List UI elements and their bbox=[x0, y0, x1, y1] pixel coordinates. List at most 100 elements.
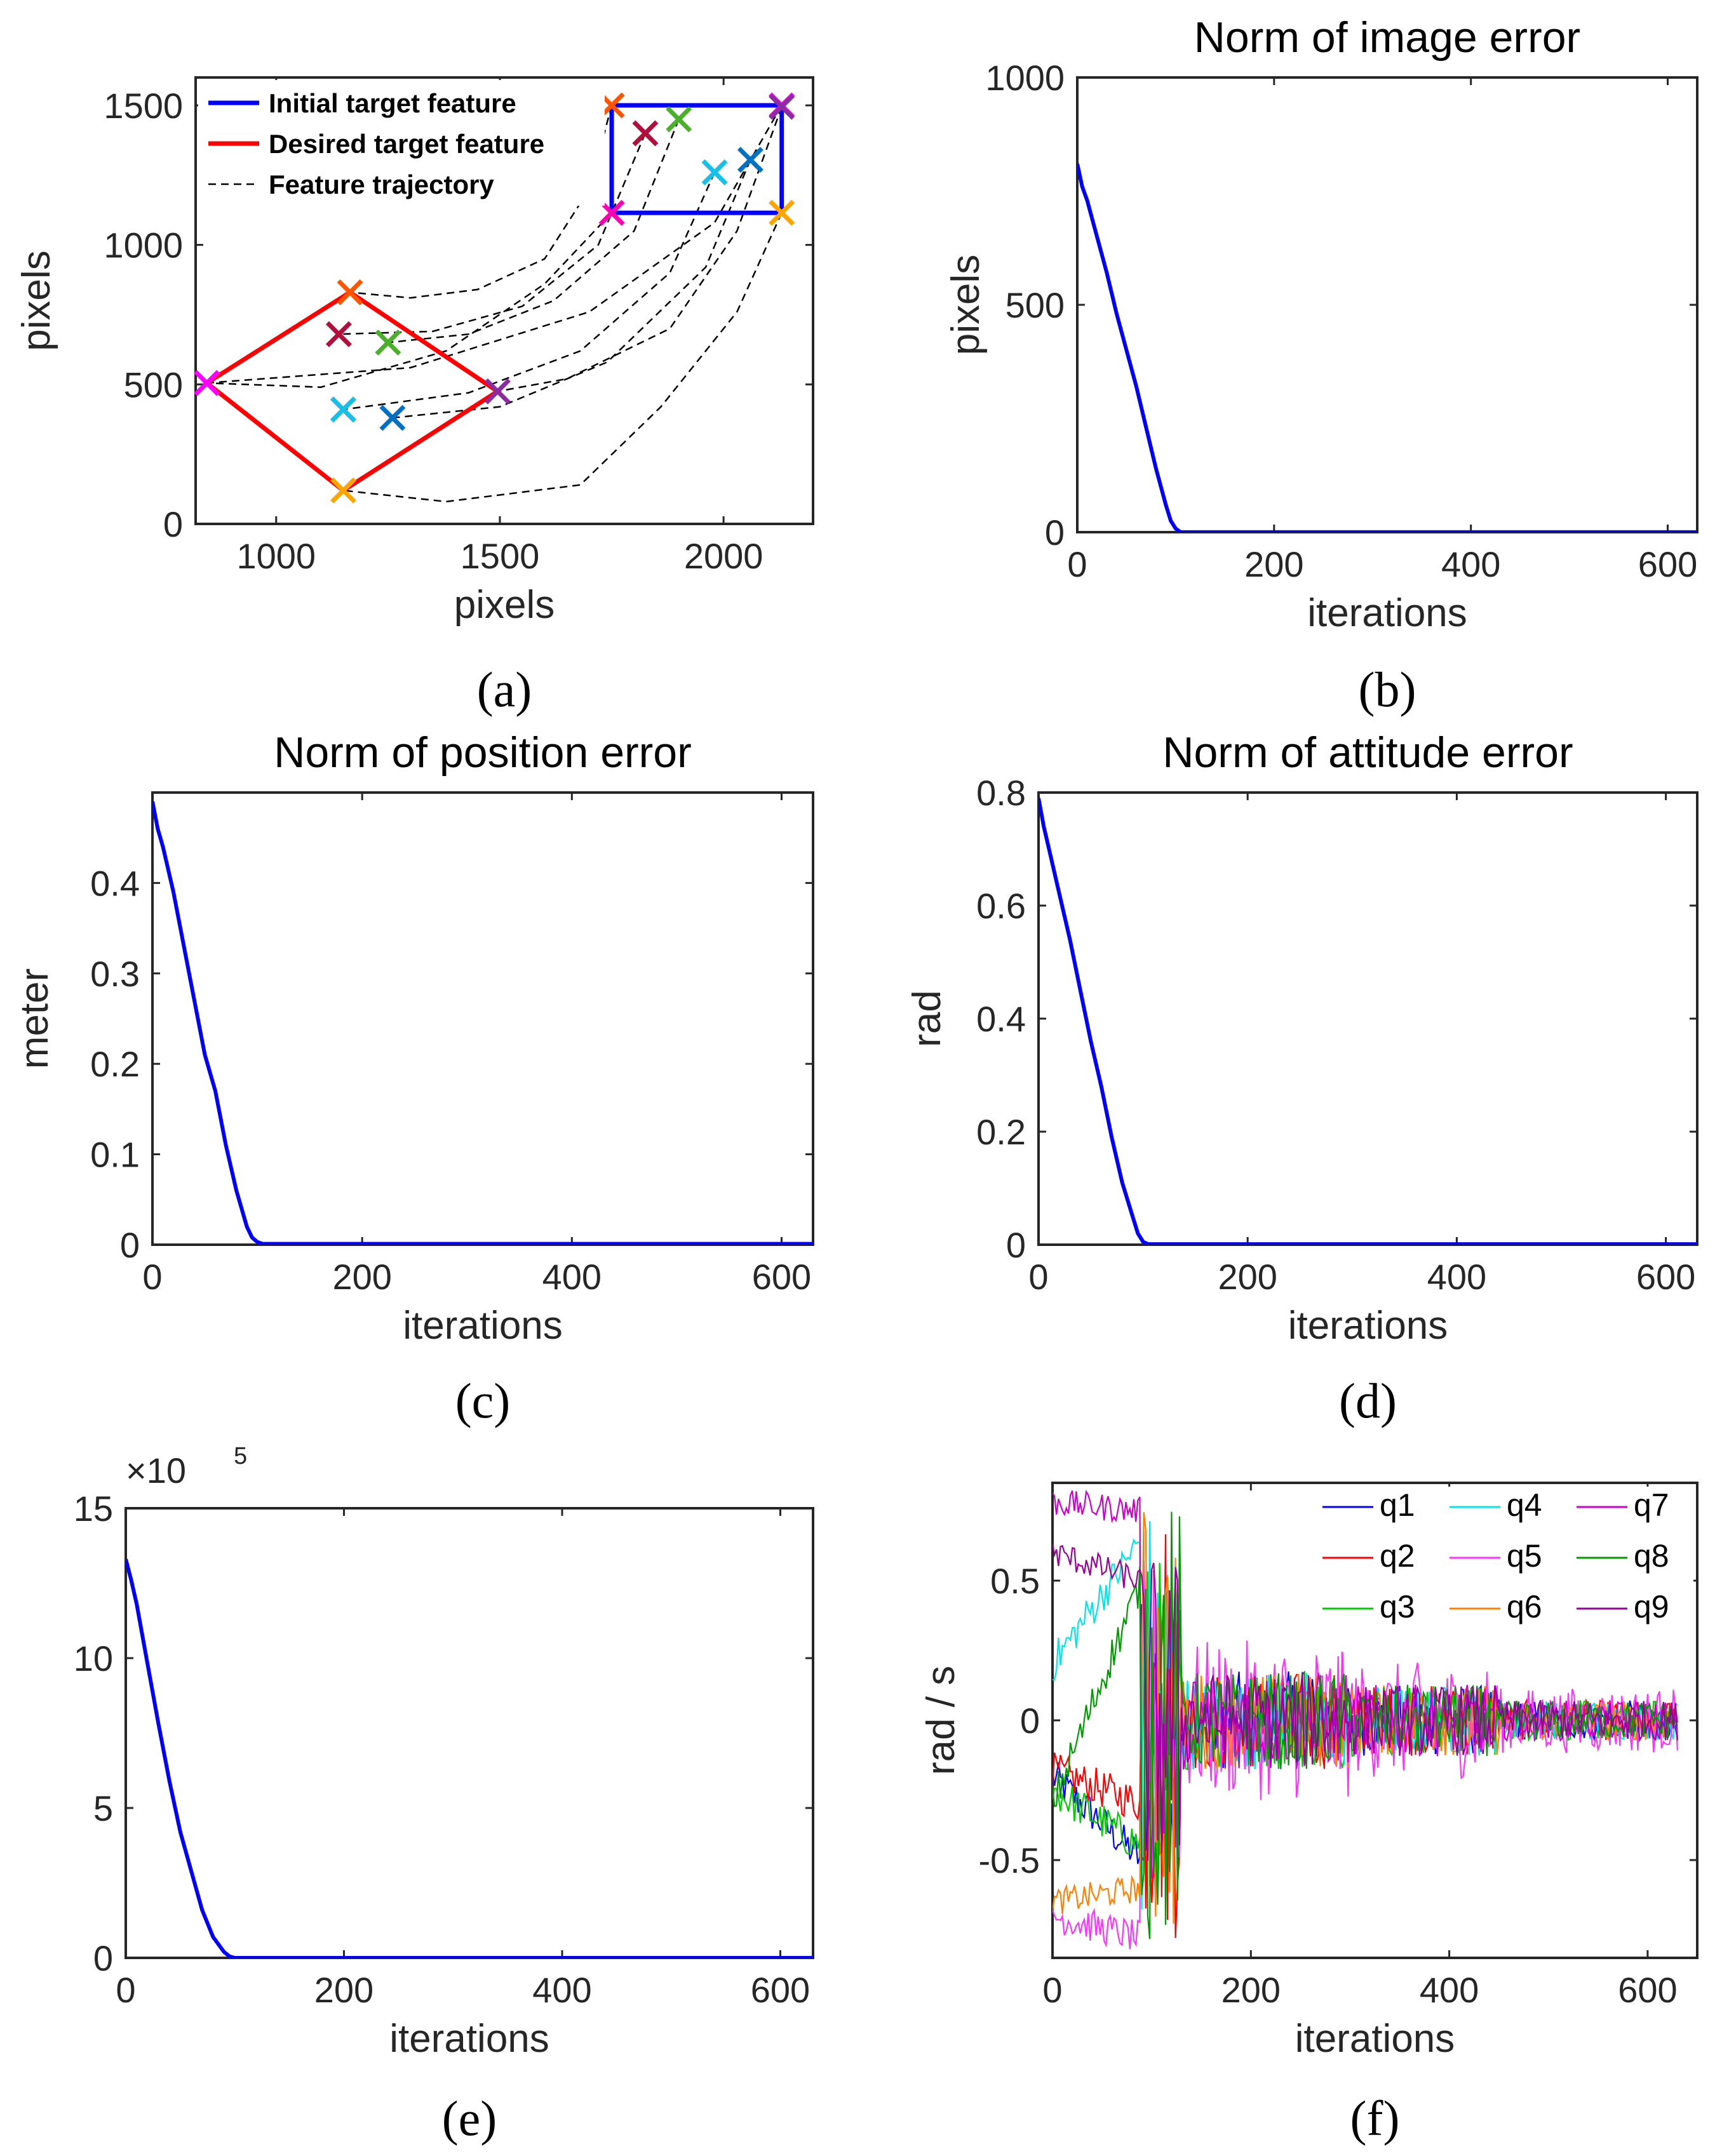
feature-end-marker bbox=[337, 279, 363, 305]
plot-frame bbox=[1037, 791, 1698, 1246]
feature-trajectory bbox=[392, 159, 751, 419]
y-tick-label: 0 bbox=[1020, 1701, 1040, 1741]
legend-label: q7 bbox=[1634, 1487, 1669, 1523]
feature-end-marker bbox=[325, 321, 352, 347]
x-tick-label: 200 bbox=[1244, 544, 1303, 584]
y-tick-label: 1000 bbox=[104, 225, 183, 265]
y-tick-label: 0.2 bbox=[976, 1112, 1026, 1152]
panel-caption: (c) bbox=[455, 1373, 511, 1428]
legend-label: q4 bbox=[1507, 1487, 1542, 1523]
feature-trajectory bbox=[343, 171, 716, 411]
x-tick-label: 1000 bbox=[236, 536, 316, 576]
x-tick-label: 200 bbox=[1218, 1257, 1277, 1297]
x-tick-label: 400 bbox=[542, 1257, 602, 1297]
legend-box bbox=[198, 80, 605, 206]
legend-label: Initial target feature bbox=[269, 88, 516, 118]
y-axis-label: rad bbox=[905, 990, 949, 1047]
x-tick-label: 400 bbox=[1427, 1257, 1486, 1297]
y-tick-label: 0 bbox=[163, 504, 183, 544]
x-tick-label: 200 bbox=[314, 1970, 373, 2010]
series-group bbox=[1053, 1489, 1678, 1950]
y-axis-label: pixels bbox=[15, 250, 58, 351]
chart-title: Norm of position error bbox=[274, 728, 692, 777]
chart-title: Norm of image error bbox=[1194, 13, 1580, 62]
legend-label: q5 bbox=[1507, 1538, 1542, 1574]
x-tick-label: 600 bbox=[1618, 1970, 1677, 2010]
y-tick-label: 1000 bbox=[985, 58, 1065, 98]
legend-label: Feature trajectory bbox=[269, 170, 494, 199]
feature-trajectory bbox=[206, 105, 783, 384]
x-tick-label: 2000 bbox=[684, 536, 763, 576]
x-tick-label: 200 bbox=[1221, 1970, 1281, 2010]
feature-trajectory bbox=[497, 106, 783, 392]
x-axis-label: iterations bbox=[1295, 2017, 1455, 2061]
plot-frame bbox=[151, 791, 814, 1246]
feature-end-marker bbox=[194, 370, 220, 396]
panel-c: 0 200 400 600 0 0.1 0.2 0.3 0.4 iterations meter No… bbox=[13, 728, 814, 1428]
y-tick-label: 0 bbox=[93, 1938, 113, 1978]
feature-end-marker bbox=[375, 329, 401, 356]
feature-start-marker bbox=[666, 106, 692, 133]
feature-start-marker bbox=[737, 147, 763, 173]
y-tick-label: 5 bbox=[93, 1788, 113, 1828]
x-tick-label: 600 bbox=[751, 1970, 810, 2010]
feature-end-marker bbox=[484, 378, 511, 405]
y-tick-label: 500 bbox=[124, 365, 183, 405]
legend-label: q3 bbox=[1380, 1589, 1415, 1624]
x-tick-label: 200 bbox=[332, 1257, 391, 1297]
y-tick-label: 0.4 bbox=[976, 999, 1026, 1039]
x-tick-label: 400 bbox=[532, 1970, 591, 2010]
x-tick-label: 600 bbox=[752, 1257, 811, 1297]
y-tick-label: 0 bbox=[120, 1225, 140, 1265]
y-tick-label: 0.5 bbox=[990, 1561, 1040, 1601]
feature-start-marker bbox=[769, 93, 795, 120]
panel-b: 0 200 400 600 0 500 1000 iterations pixels Norm o… bbox=[944, 13, 1698, 717]
feature-start-marker bbox=[769, 199, 795, 226]
y-tick-label: 0.6 bbox=[976, 886, 1026, 926]
y-tick-label: 0 bbox=[1006, 1225, 1026, 1265]
feature-trajectory bbox=[349, 105, 613, 299]
y-axis-label: meter bbox=[13, 968, 57, 1069]
legend: q1 q2 q3 q4 q5 q6 q7 q8 q9 bbox=[1316, 1487, 1693, 1652]
feature-end-marker bbox=[330, 477, 356, 504]
x-axis-label: pixels bbox=[454, 583, 555, 627]
legend-label: q6 bbox=[1507, 1589, 1542, 1624]
panel-caption: (a) bbox=[477, 662, 532, 717]
chart-title: Norm of attitude error bbox=[1162, 728, 1573, 777]
y-tick-label: 0 bbox=[1045, 512, 1065, 552]
y-tick-label: 0.3 bbox=[90, 954, 140, 994]
legend-label: q8 bbox=[1634, 1538, 1669, 1574]
panel-d: 0 200 400 600 0 0.2 0.4 0.6 0.8 iterations rad Norm… bbox=[905, 728, 1698, 1428]
y-tick-label: 10 bbox=[74, 1638, 113, 1678]
y-tick-label: 15 bbox=[74, 1489, 113, 1529]
series-line bbox=[126, 1558, 813, 1958]
plot-frame bbox=[124, 1507, 814, 1959]
legend-label: Desired target feature bbox=[269, 129, 544, 159]
panel-caption: (b) bbox=[1359, 662, 1416, 717]
x-axis-label: iterations bbox=[389, 2017, 549, 2061]
feature-trajectory bbox=[343, 212, 783, 503]
y-tick-label: 0.2 bbox=[90, 1044, 140, 1084]
exponent-power: 5 bbox=[234, 1443, 247, 1470]
legend-box bbox=[1316, 1487, 1693, 1652]
series-line bbox=[1039, 798, 1697, 1245]
x-axis-label: iterations bbox=[403, 1304, 563, 1348]
panel-e: 0 200 400 600 0 5 10 15 iterations (e) ×10 5 bbox=[74, 1443, 814, 2146]
feature-start-marker bbox=[701, 159, 728, 185]
legend-label: q2 bbox=[1380, 1538, 1415, 1574]
panel-a: 1000 1500 2000 0 500 1000 1500 pixels pixels (a) I… bbox=[15, 76, 814, 717]
series-line-q9 bbox=[1053, 1543, 1678, 1861]
feature-start-marker bbox=[598, 199, 625, 226]
y-axis-label: pixels bbox=[944, 255, 988, 356]
panel-caption: (e) bbox=[442, 2091, 497, 2146]
feature-end-marker bbox=[379, 405, 406, 431]
y-tick-label: 1500 bbox=[104, 86, 183, 126]
y-tick-label: -0.5 bbox=[979, 1840, 1040, 1880]
x-tick-label: 0 bbox=[116, 1970, 135, 2010]
panel-caption: (d) bbox=[1339, 1373, 1397, 1428]
legend-label: q9 bbox=[1634, 1589, 1669, 1624]
series-line bbox=[1077, 163, 1697, 532]
feature-trajectory bbox=[387, 119, 680, 344]
x-tick-label: 400 bbox=[1420, 1970, 1479, 2010]
